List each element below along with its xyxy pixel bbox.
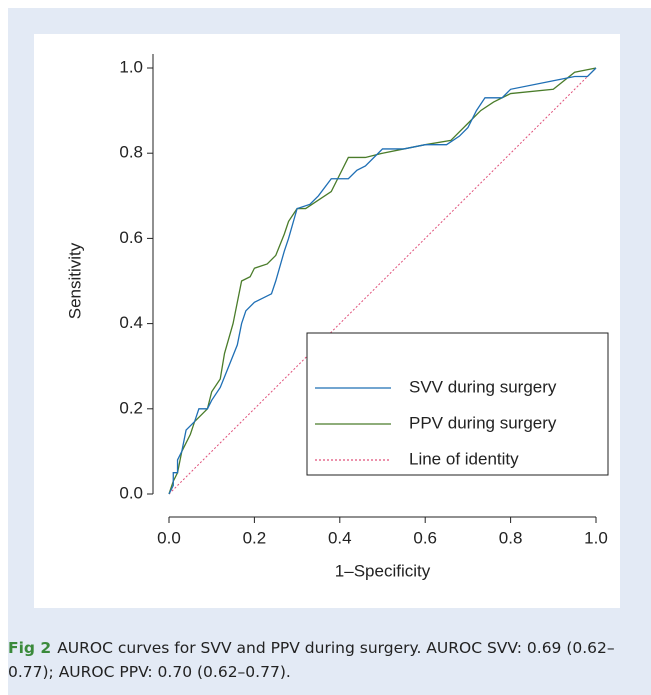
plot-panel — [34, 34, 620, 608]
y-tick-label: 0.6 — [119, 228, 143, 247]
x-tick-label: 0.8 — [499, 528, 523, 547]
y-tick-label: 0.0 — [119, 483, 143, 502]
chart: 0.0 0.2 0.4 0.6 0.8 1.0 0.0 0.2 0.4 0.6 0.8 1.0 1–Sp… — [34, 34, 620, 608]
x-tick-label: 0.0 — [157, 528, 181, 547]
y-tick-label: 0.2 — [119, 398, 143, 417]
x-tick-label: 0.4 — [328, 528, 352, 547]
figure: 0.0 0.2 0.4 0.6 0.8 1.0 0.0 0.2 0.4 0.6 0.8 1.0 1–Sp… — [8, 8, 651, 695]
y-axis-label: Sensitivity — [65, 242, 84, 319]
roc-line — [168, 67, 597, 495]
caption-text: AUROC curves for SVV and PPV during surg… — [8, 639, 615, 681]
legend-box — [306, 332, 609, 476]
x-axis-label: 1–Specificity — [335, 561, 431, 580]
roc-line — [168, 67, 597, 495]
caption: Fig 2 AUROC curves for SVV and PPV during… — [8, 636, 638, 684]
y-tick-label: 0.4 — [119, 313, 143, 332]
x-tick-label: 1.0 — [584, 528, 608, 547]
legend-label: Line of identity — [409, 449, 519, 468]
y-tick-label: 1.0 — [119, 57, 143, 76]
legend-label: SVV during surgery — [409, 377, 557, 396]
legend-label: PPV during surgery — [409, 413, 557, 432]
roc-line — [168, 67, 597, 495]
y-tick-label: 0.8 — [119, 143, 143, 162]
x-tick-label: 0.2 — [243, 528, 267, 547]
x-tick-label: 0.6 — [413, 528, 437, 547]
caption-label: Fig 2 — [8, 639, 52, 657]
